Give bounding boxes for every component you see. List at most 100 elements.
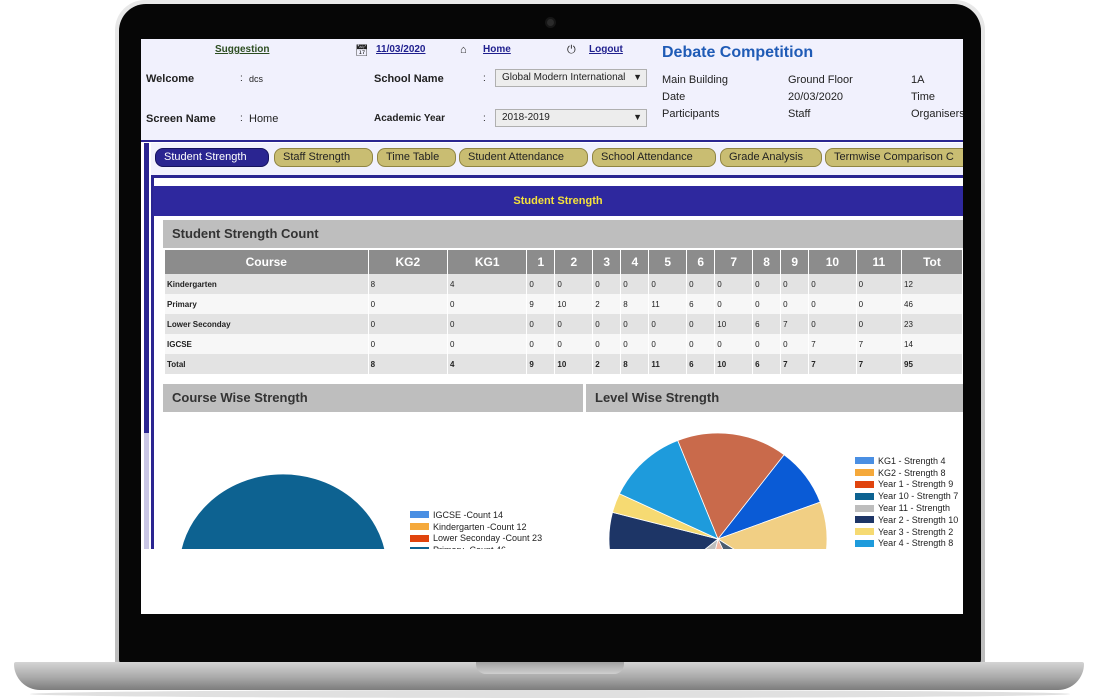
- tab-staff-strength[interactable]: Staff Strength: [274, 148, 373, 167]
- pie-slice[interactable]: [179, 473, 387, 549]
- pie-slice[interactable]: [717, 501, 828, 549]
- column-header: 10: [808, 250, 857, 274]
- table-row: Kindergarten 8 4 0 0 0 0 0 0 0 0 0 0 0 12: [165, 274, 963, 294]
- value-cell: 7: [808, 334, 857, 354]
- event-participants-value: Staff: [788, 108, 811, 120]
- legend-label: Year 11 - Strength: [878, 503, 951, 514]
- value-cell: 0: [808, 274, 857, 294]
- value-cell: 0: [368, 314, 448, 334]
- pie-slice[interactable]: [618, 440, 719, 540]
- column-header: 7: [714, 250, 754, 274]
- screen-name-label: Screen Name: [146, 113, 216, 125]
- value-cell: 8: [620, 354, 650, 374]
- value-cell: 23: [901, 314, 963, 334]
- value-cell: 0: [554, 314, 594, 334]
- value-cell: 14: [901, 334, 963, 354]
- academic-year-select[interactable]: 2018-2019 ▼: [495, 109, 647, 127]
- value-cell: 0: [592, 334, 622, 354]
- course-wise-pie: [179, 473, 387, 549]
- laptop-shadow: [30, 690, 1070, 698]
- legend-label: Kindergarten -Count 12: [433, 521, 527, 532]
- column-header: Tot: [901, 250, 963, 274]
- school-name-select[interactable]: Global Modern International ▼: [495, 69, 647, 87]
- legend-item: Kindergarten -Count 12: [410, 521, 542, 533]
- legend-label: KG2 - Strength 8: [878, 467, 946, 478]
- event-location: Main Building: [662, 74, 729, 86]
- row-label-cell: Lower Seconday: [165, 314, 369, 334]
- value-cell: 0: [554, 334, 594, 354]
- value-cell: 0: [526, 314, 556, 334]
- tab-termwise-comparison[interactable]: Termwise Comparison C: [825, 148, 963, 167]
- home-icon: ⌂: [460, 44, 467, 56]
- legend-item: IGCSE -Count 14: [410, 509, 542, 521]
- tab-time-table[interactable]: Time Table: [377, 148, 456, 167]
- value-cell: 12: [901, 274, 963, 294]
- column-header: 11: [856, 250, 903, 274]
- academic-year-label: Academic Year: [374, 113, 445, 124]
- current-date-link[interactable]: 11/03/2020: [376, 44, 426, 55]
- legend-label: Year 3 - Strength 2: [878, 526, 954, 537]
- pie-slice[interactable]: [693, 537, 763, 549]
- pie-slice[interactable]: [608, 511, 719, 549]
- panel-title: Student Strength: [153, 186, 963, 216]
- value-cell: 0: [752, 334, 782, 354]
- value-cell: 6: [752, 314, 782, 334]
- screen: Suggestion 📅︎ 11/03/2020 ⌂ Home ⏻ Logout…: [141, 39, 963, 614]
- legend-item: Year 10 - Strength 7: [855, 490, 958, 502]
- column-header: 1: [526, 250, 556, 274]
- school-name-value: Global Modern International: [502, 72, 626, 83]
- legend-label: IGCSE -Count 14: [433, 509, 504, 520]
- value-cell: 0: [648, 334, 688, 354]
- value-cell: 0: [648, 274, 688, 294]
- legend-item: Year 1 - Strength 9: [855, 479, 958, 491]
- event-room: 1A: [911, 74, 925, 86]
- value-cell: 0: [686, 334, 716, 354]
- school-name-colon: :: [483, 73, 486, 84]
- home-link[interactable]: Home: [483, 44, 511, 55]
- legend-label: Year 4 - Strength 8: [878, 538, 954, 549]
- tab-student-strength[interactable]: Student Strength: [155, 148, 269, 167]
- legend-label: Year 2 - Strength 10: [878, 514, 959, 525]
- value-cell: 7: [808, 354, 857, 374]
- legend-swatch: [410, 523, 429, 531]
- legend-label: Lower Seconday -Count 23: [433, 533, 543, 544]
- value-cell: 0: [686, 314, 716, 334]
- legend-item: Lower Seconday -Count 23: [410, 533, 542, 545]
- value-cell: 0: [368, 294, 448, 314]
- value-cell: 0: [526, 274, 556, 294]
- dropdown-arrow-icon: ▼: [633, 112, 642, 122]
- tab-student-attendance[interactable]: Student Attendance: [459, 148, 588, 167]
- table-row: Primary 0 0 9 10 2 8 11 6 0 0 0 0 0 46: [165, 294, 963, 314]
- student-strength-table: Course KG2 KG1 1 2 3 4 5 6 7 8 9 10 11 Tot Kindergarte…: [165, 250, 963, 374]
- legend-label: Year 1 - Strength 9: [878, 479, 954, 490]
- course-wise-heading: Course Wise Strength: [163, 384, 583, 412]
- row-label-cell: Kindergarten: [165, 274, 369, 294]
- value-cell: 0: [780, 294, 810, 314]
- value-cell: 0: [752, 294, 782, 314]
- dropdown-arrow-icon: ▼: [633, 72, 642, 82]
- event-organisers-label: Organisers: [911, 108, 963, 120]
- charts-area: [179, 432, 828, 549]
- table-header-row: Course KG2 KG1 1 2 3 4 5 6 7 8 9 10 11 Tot: [165, 250, 963, 274]
- value-cell: 6: [686, 294, 716, 314]
- tab-school-attendance[interactable]: School Attendance: [592, 148, 716, 167]
- value-cell: 0: [620, 274, 650, 294]
- tab-grade-analysis[interactable]: Grade Analysis: [720, 148, 822, 167]
- value-cell: 8: [368, 274, 448, 294]
- column-header: KG2: [368, 250, 448, 274]
- value-cell: 0: [752, 274, 782, 294]
- value-cell: 0: [714, 294, 754, 314]
- value-cell: 11: [648, 354, 688, 374]
- pie-slice[interactable]: [677, 432, 785, 540]
- suggestion-link[interactable]: Suggestion: [215, 44, 270, 55]
- legend-swatch: [855, 469, 874, 477]
- logout-link[interactable]: Logout: [589, 44, 623, 55]
- legend-item: KG2 - Strength 8: [855, 467, 958, 479]
- event-title: Debate Competition: [662, 44, 814, 61]
- legend-item: Year 4 - Strength 8: [855, 538, 958, 550]
- value-cell: 7: [856, 354, 903, 374]
- left-scroll-thumb[interactable]: [144, 143, 149, 433]
- value-cell: 0: [780, 334, 810, 354]
- pie-slice[interactable]: [634, 537, 719, 549]
- event-date-label: Date: [662, 91, 686, 103]
